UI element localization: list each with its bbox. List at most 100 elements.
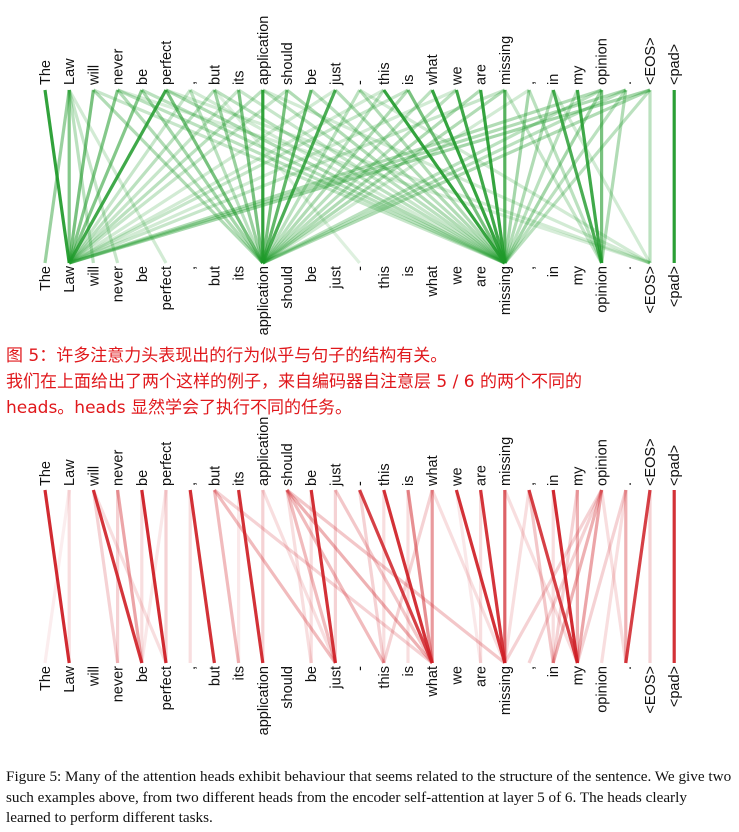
green-attention-link bbox=[261, 89, 337, 264]
green-attention-link bbox=[503, 89, 628, 264]
red-attention-link bbox=[358, 489, 386, 664]
green-top-token-is: is bbox=[401, 75, 417, 85]
red-bottom-token-what: what bbox=[425, 666, 441, 698]
green-attention-link bbox=[503, 89, 603, 264]
red-bottom-token-punct: . bbox=[619, 666, 635, 670]
red-bottom-token-eos: <EOS> bbox=[643, 666, 659, 714]
figure-caption: Figure 5: Many of the attention heads ex… bbox=[6, 768, 732, 826]
green-bottom-token-will: will bbox=[86, 266, 102, 287]
red-attention-link bbox=[91, 489, 120, 664]
green-top-token-never: never bbox=[111, 49, 127, 85]
red-top-token-just: just bbox=[328, 463, 344, 487]
red-top-token-my: my bbox=[570, 466, 586, 486]
green-attention-link bbox=[430, 89, 507, 264]
red-attention-link bbox=[43, 489, 71, 664]
green-top-token-be: be bbox=[304, 69, 320, 85]
green-attention-link bbox=[262, 88, 627, 265]
red-attention-link bbox=[285, 489, 386, 664]
red-top-token-we: we bbox=[449, 467, 465, 487]
green-top-token-opinion: opinion bbox=[595, 38, 611, 85]
red-top-token-will: will bbox=[86, 466, 102, 487]
green-attention-link bbox=[261, 88, 434, 265]
red-bottom-token-pad: <pad> bbox=[667, 666, 683, 707]
green-top-token-punct: , bbox=[522, 81, 538, 85]
green-attention-link bbox=[68, 88, 385, 265]
red-attention-link bbox=[430, 489, 507, 664]
red-bottom-token-this: this bbox=[377, 666, 393, 689]
red-attention-link bbox=[503, 489, 531, 664]
green-attention-link bbox=[600, 89, 628, 264]
red-top-token-punct: - bbox=[353, 481, 369, 486]
green-bottom-token-my: my bbox=[570, 265, 586, 285]
green-attention-link bbox=[406, 89, 507, 264]
green-attention-link bbox=[165, 88, 651, 265]
green-attention-link bbox=[92, 88, 264, 265]
red-bottom-token-application: application bbox=[256, 666, 272, 735]
green-attention-link bbox=[261, 89, 313, 264]
green-attention-link bbox=[261, 89, 361, 264]
red-attention-link bbox=[358, 489, 434, 664]
chinese-caption-line: 图 5：许多注意力头表现出的行为似乎与句子的结构有关。 bbox=[6, 346, 448, 366]
green-top-token-punct: , bbox=[183, 81, 199, 85]
red-bottom-token-perfect: perfect bbox=[159, 666, 175, 710]
red-bottom-token-be: be bbox=[304, 666, 320, 682]
green-bottom-token-its: its bbox=[232, 266, 248, 281]
green-bottom-token-be: be bbox=[135, 266, 151, 282]
green-attention-link bbox=[164, 89, 265, 264]
red-attention-link bbox=[116, 489, 144, 664]
red-attention-link bbox=[551, 489, 579, 664]
red-attention-link bbox=[575, 489, 628, 664]
chinese-caption: 图 5：许多注意力头表现出的行为似乎与句子的结构有关。 我们在上面给出了两个这样… bbox=[6, 343, 733, 421]
green-attention-link bbox=[261, 88, 410, 265]
green-attention-links bbox=[43, 88, 676, 265]
red-bottom-token-just: just bbox=[328, 666, 344, 690]
green-bottom-token-just: just bbox=[328, 266, 344, 290]
red-top-tokens: The Law will never be perfect, but its applicati… bbox=[38, 417, 683, 487]
red-attention-link bbox=[503, 489, 603, 664]
red-bottom-token-missing: missing bbox=[498, 666, 514, 715]
red-top-token-be: be bbox=[304, 470, 320, 486]
red-attention-links bbox=[43, 488, 676, 665]
green-attention-link bbox=[68, 88, 264, 265]
green-attention-link bbox=[261, 88, 506, 265]
red-attention-link bbox=[406, 489, 434, 664]
red-bottom-token-are: are bbox=[474, 666, 490, 687]
green-bottom-token-we: we bbox=[449, 266, 465, 286]
green-attention-link bbox=[261, 88, 458, 265]
green-top-token-be: be bbox=[135, 69, 151, 85]
red-attention-link bbox=[212, 489, 241, 664]
green-attention-link bbox=[454, 89, 507, 264]
green-attention-link bbox=[237, 89, 265, 264]
green-top-token-but: but bbox=[207, 65, 223, 85]
green-bottom-token-punct: , bbox=[183, 266, 199, 270]
green-attention-link bbox=[261, 88, 530, 265]
green-attention-link bbox=[479, 89, 507, 264]
red-top-token-eos: <EOS> bbox=[643, 438, 659, 486]
red-top-token-its: its bbox=[232, 472, 248, 487]
green-attention-link bbox=[527, 89, 604, 264]
green-bottom-token-should: should bbox=[280, 266, 296, 309]
red-bottom-token-the: The bbox=[38, 666, 54, 691]
green-bottom-token-what: what bbox=[425, 266, 441, 298]
red-bottom-token-my: my bbox=[570, 665, 586, 685]
red-top-token-be: be bbox=[135, 470, 151, 486]
green-bottom-token-never: never bbox=[111, 266, 127, 302]
green-attention-link bbox=[165, 88, 506, 265]
green-attention-link bbox=[67, 89, 144, 264]
green-attention-link bbox=[43, 89, 71, 264]
red-top-token-is: is bbox=[401, 476, 417, 486]
green-attention-link bbox=[68, 88, 627, 265]
green-top-token-application: application bbox=[256, 16, 272, 85]
red-attention-link bbox=[600, 489, 628, 664]
green-bottom-token-eos: <EOS> bbox=[643, 266, 659, 314]
red-attention-link bbox=[334, 489, 434, 664]
green-top-token-the: The bbox=[38, 60, 54, 85]
green-bottom-token-missing: missing bbox=[498, 266, 514, 315]
green-attention-link bbox=[503, 89, 555, 264]
green-attention-link bbox=[67, 88, 216, 265]
red-top-token-but: but bbox=[207, 466, 223, 486]
red-attention-link bbox=[503, 489, 579, 664]
green-bottom-token-is: is bbox=[401, 266, 417, 276]
red-bottom-token-its: its bbox=[232, 666, 248, 681]
